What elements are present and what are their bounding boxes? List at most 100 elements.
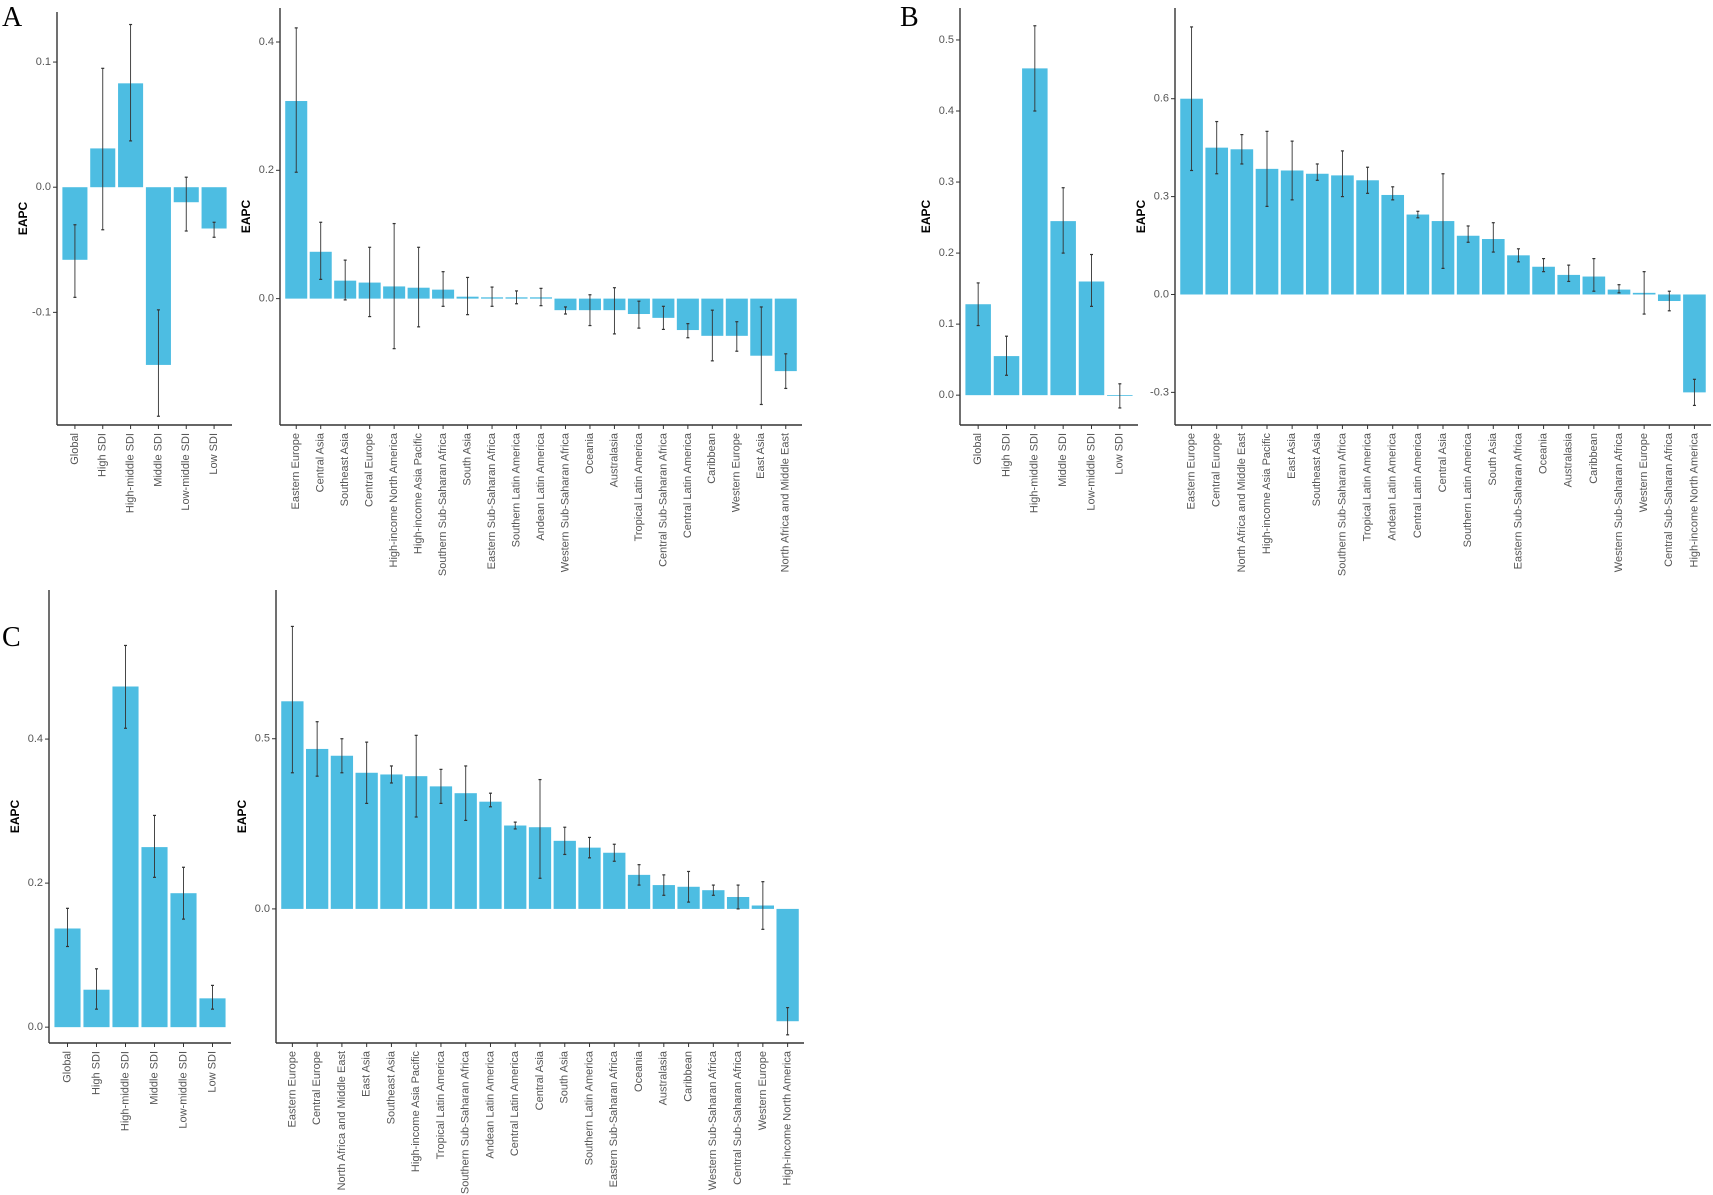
x-tick-label: East Asia	[361, 1050, 373, 1097]
x-tick-label: Australasia	[608, 432, 620, 487]
bar	[1230, 149, 1254, 295]
y-tick-label: 0.3	[939, 176, 954, 188]
y-tick-label: 0.3	[1154, 191, 1169, 203]
x-tick-label: Oceania	[1537, 432, 1549, 474]
x-tick-label: Andean Latin America	[1387, 432, 1399, 541]
x-tick-label: High-income North America	[782, 1050, 794, 1185]
y-tick-label: 0.4	[28, 733, 43, 745]
x-tick-label: Global	[61, 1051, 73, 1083]
y-tick-label: 0.5	[939, 34, 954, 46]
x-tick-label: East Asia	[755, 432, 767, 479]
x-tick-label: Central Latin America	[1412, 432, 1424, 538]
y-tick-label: 0.0	[1154, 288, 1169, 300]
y-tick-label: 0.2	[939, 247, 954, 259]
x-tick-label: Southeast Asia	[339, 432, 351, 506]
x-tick-label: Tropical Latin America	[633, 432, 645, 541]
chart-b-2: Global High SDI High-middle SDI Middle SDI L…	[919, 8, 1138, 513]
y-tick-label: 0.6	[1154, 93, 1169, 105]
x-tick-label: High-middle SDI	[119, 1051, 131, 1131]
x-tick-label: Low SDI	[208, 433, 220, 475]
x-tick-label: Central Europe	[364, 433, 376, 507]
x-tick-label: Low SDI	[206, 1051, 218, 1093]
y-tick-label: 0.0	[259, 293, 274, 305]
panel-letter-b: B	[900, 2, 919, 33]
bar	[429, 786, 453, 909]
x-tick-label: Middle SDI	[148, 1051, 160, 1105]
x-tick-label: Caribbean	[682, 1051, 694, 1102]
x-tick-label: Eastern Sub-Saharan Africa	[1512, 432, 1524, 569]
chart-b-3: Eastern Europe Central Europe North Africa…	[1134, 8, 1711, 576]
x-tick-label: Low-middle SDI	[177, 1051, 189, 1129]
bar	[1022, 68, 1048, 396]
x-tick-label: Central Sub-Saharan Africa	[657, 432, 669, 567]
x-tick-label: Central Latin America	[682, 432, 694, 538]
x-tick-label: Oceania	[584, 432, 596, 474]
bar	[479, 801, 502, 909]
bar	[702, 890, 725, 909]
bar	[112, 686, 139, 1028]
y-axis-label: EAPC	[235, 799, 249, 833]
x-tick-label: High SDI	[97, 433, 109, 477]
x-tick-label: Central Asia	[315, 432, 327, 492]
x-tick-label: North Africa and Middle East	[1236, 433, 1248, 572]
bar	[330, 755, 354, 909]
bar	[1331, 175, 1354, 295]
bar	[1205, 147, 1229, 295]
x-tick-label: Central Europe	[311, 1051, 323, 1125]
y-tick-label: -0.3	[1150, 386, 1169, 398]
y-tick-label: 0.5	[255, 733, 270, 745]
chart-c-4: Global High SDI High-middle SDI Middle SDI L…	[8, 590, 231, 1131]
x-tick-label: East Asia	[1286, 432, 1298, 479]
x-tick-label: Caribbean	[1588, 433, 1600, 484]
x-tick-label: Southern Latin America	[1462, 432, 1474, 547]
x-tick-label: South Asia	[559, 1050, 571, 1103]
x-tick-label: Southern Latin America	[583, 1050, 595, 1165]
y-axis-label: EAPC	[239, 199, 253, 233]
bar	[1532, 266, 1555, 295]
x-tick-label: High-income Asia Pacific	[1261, 433, 1273, 555]
bar	[355, 772, 378, 909]
chart-a-1: Eastern Europe Central Asia Southeast Asia…	[239, 8, 802, 576]
bar	[725, 298, 748, 336]
bar	[1406, 214, 1430, 295]
x-tick-label: Southeast Asia	[1311, 432, 1323, 506]
x-tick-label: Central Europe	[1211, 433, 1223, 507]
x-tick-label: Middle SDI	[1057, 433, 1069, 487]
x-tick-label: High-income North America	[388, 432, 400, 567]
bar	[1481, 239, 1505, 295]
y-axis-label: EAPC	[16, 201, 30, 235]
bar	[380, 774, 403, 909]
y-tick-label: 0.2	[259, 164, 274, 176]
x-tick-label: Southern Sub-Saharan Africa	[1336, 432, 1348, 576]
y-tick-label: 0.4	[259, 36, 274, 48]
x-tick-label: High-middle SDI	[124, 433, 136, 513]
bar	[652, 885, 675, 909]
x-tick-label: Low-middle SDI	[180, 433, 192, 511]
x-tick-label: Western Sub-Saharan Africa	[1613, 432, 1625, 572]
y-tick-label: -0.1	[32, 306, 51, 318]
bar	[1180, 98, 1203, 295]
bar	[578, 847, 601, 909]
x-tick-label: Southern Latin America	[510, 432, 522, 547]
bar	[1557, 274, 1581, 295]
x-tick-label: Australasia	[658, 1050, 670, 1105]
chart-c-5: Eastern Europe Central Europe North Africa…	[235, 590, 804, 1194]
y-tick-label: 0.0	[28, 1021, 43, 1033]
x-tick-label: Central Sub-Saharan Africa	[732, 1050, 744, 1185]
bar	[405, 776, 428, 909]
x-tick-label: South Asia	[461, 432, 473, 485]
x-tick-label: Tropical Latin America	[1361, 432, 1373, 541]
y-tick-label: 0.0	[36, 181, 51, 193]
x-tick-label: Low-middle SDI	[1085, 433, 1097, 511]
y-tick-label: 0.4	[939, 105, 954, 117]
bar	[1255, 168, 1279, 295]
x-tick-label: Eastern Europe	[290, 433, 302, 509]
x-tick-label: High-income Asia Pacific	[410, 1051, 422, 1173]
x-tick-label: High SDI	[90, 1051, 102, 1095]
y-tick-label: 0.1	[939, 318, 954, 330]
y-axis-label: EAPC	[919, 199, 933, 233]
bar	[1381, 194, 1405, 295]
x-tick-label: Southern Sub-Saharan Africa	[437, 432, 449, 576]
x-tick-label: Central Asia	[1437, 432, 1449, 492]
x-tick-label: Western Sub-Saharan Africa	[707, 1050, 719, 1190]
